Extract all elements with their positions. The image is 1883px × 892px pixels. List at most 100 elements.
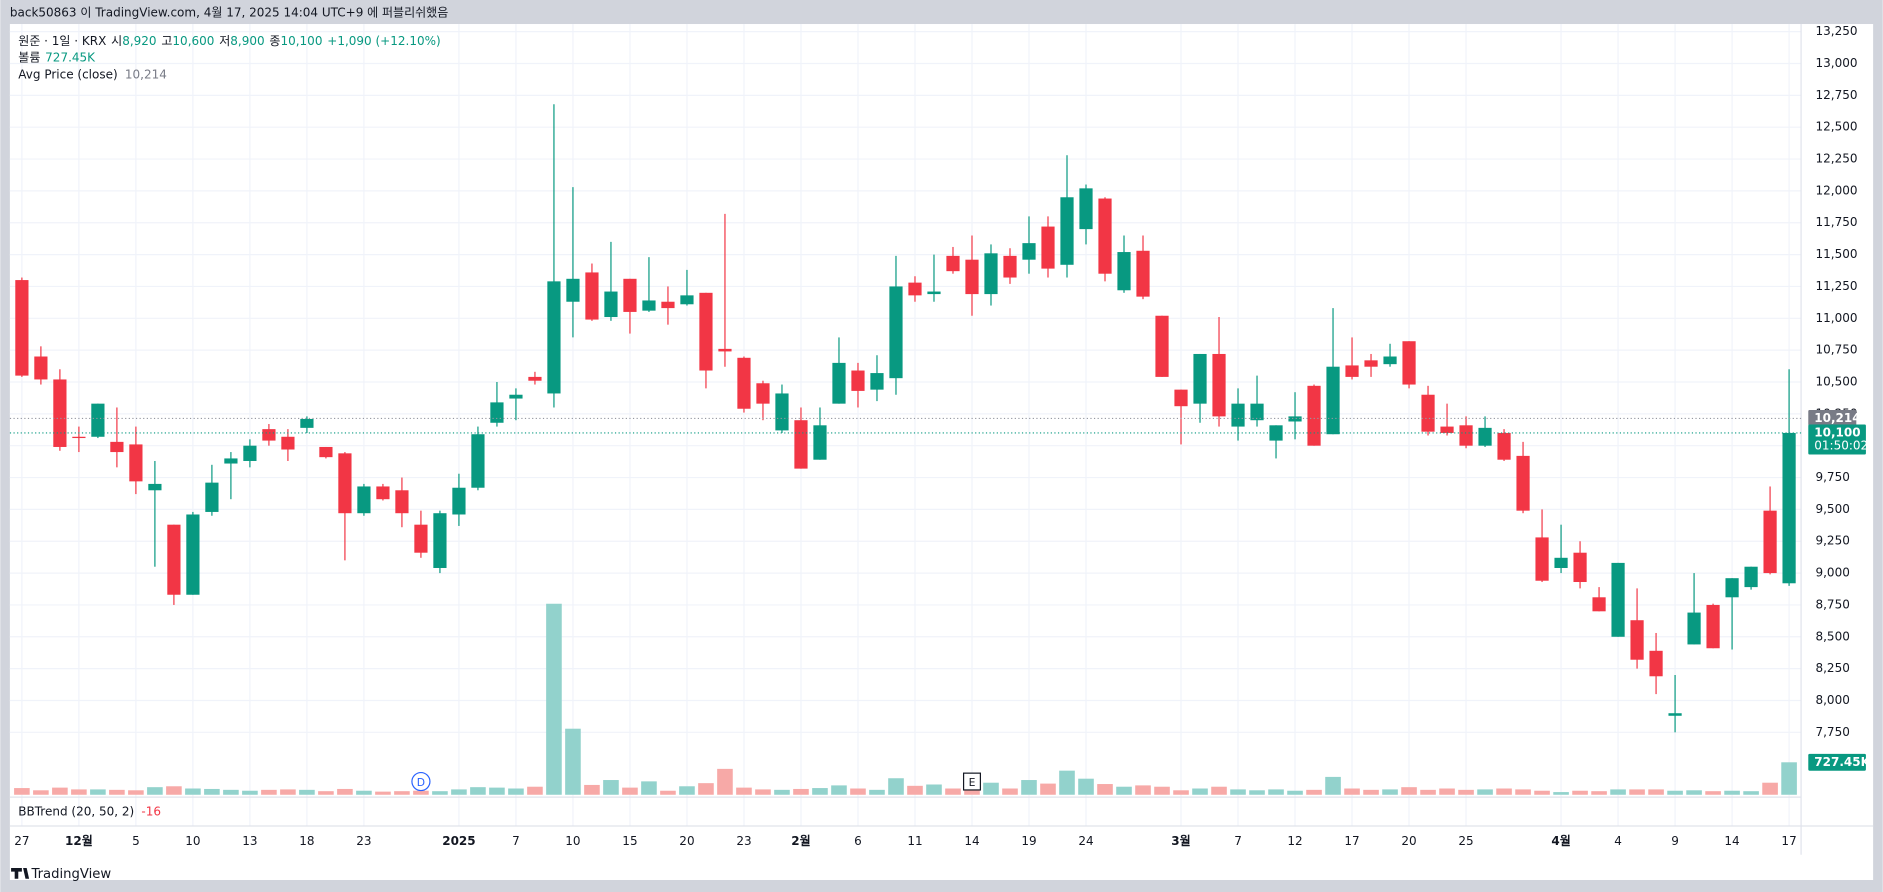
volume-bar	[1249, 790, 1265, 795]
x-tick-label: 3월	[1171, 833, 1190, 848]
volume-bar	[1059, 770, 1075, 795]
volume-bar	[850, 788, 866, 795]
candle-body	[547, 281, 561, 394]
volume-bar	[1192, 788, 1208, 795]
legend-line-3: Avg Price (close) 10,214	[18, 67, 167, 81]
close: 10,100	[280, 33, 322, 47]
x-tick-label: 2월	[791, 833, 810, 848]
high: 10,600	[172, 33, 214, 47]
candle-body	[680, 295, 694, 305]
volume-bar	[641, 781, 657, 795]
x-tick-label: 5	[132, 834, 140, 848]
candle-body	[319, 446, 333, 458]
volume-bar	[1648, 789, 1664, 795]
volume-bar	[1743, 791, 1759, 795]
volume-bar	[1306, 789, 1322, 795]
y-tick-label: 11,750	[1815, 215, 1857, 229]
event-marker	[411, 771, 431, 792]
high-label: 고	[161, 33, 172, 47]
candle-body	[965, 259, 979, 295]
candle-body	[1022, 243, 1036, 260]
candle-body	[775, 393, 789, 431]
candle-body	[338, 453, 352, 514]
candle-body	[1573, 552, 1587, 583]
volume-label: 볼륨	[18, 50, 40, 64]
x-tick-label: 4월	[1551, 833, 1570, 848]
volume-bar	[1021, 780, 1037, 795]
candle-body	[1383, 356, 1397, 365]
x-tick-label: 24	[1078, 834, 1093, 848]
candle-body	[1250, 403, 1264, 421]
candle-body	[433, 513, 447, 568]
volume-bar	[679, 786, 695, 795]
bbtrend-value: -16	[141, 804, 161, 818]
candle-body	[167, 524, 181, 595]
volume-bar	[1420, 789, 1436, 795]
candle-body	[300, 418, 314, 428]
volume-bar	[983, 782, 999, 795]
volume-bar	[1268, 789, 1284, 795]
candle-body	[1307, 385, 1321, 446]
candle-body	[1744, 566, 1758, 588]
volume-bar	[1667, 790, 1683, 795]
volume-bar	[584, 784, 600, 795]
candle-body	[1687, 612, 1701, 645]
y-tick-label: 8,250	[1815, 661, 1849, 675]
candle-body	[1554, 557, 1568, 568]
candle-body	[414, 524, 428, 553]
volume-bar	[1439, 788, 1455, 795]
candle-body	[1459, 425, 1473, 446]
volume-bar	[242, 790, 258, 795]
candle-body	[357, 486, 371, 514]
volume-bar	[337, 788, 353, 795]
volume-bar	[1477, 789, 1493, 795]
x-tick-label: 23	[736, 834, 751, 848]
open: 8,920	[122, 33, 156, 47]
candle-body	[1345, 365, 1359, 377]
publisher: back50863 이 TradingView.com, 4월 17, 2025…	[10, 6, 448, 20]
candle-body	[927, 291, 941, 295]
candle-body	[1098, 198, 1112, 274]
candle-body	[1174, 389, 1188, 407]
volume-bar	[698, 783, 714, 795]
candle-body	[604, 291, 618, 318]
countdown: 01:50:02	[1814, 439, 1868, 453]
candle-body	[509, 394, 523, 399]
candle-body	[908, 282, 922, 296]
x-tick-label: 13	[242, 834, 257, 848]
volume-bar	[52, 787, 68, 795]
volume-bar	[1173, 790, 1189, 795]
candle-body	[1269, 425, 1283, 441]
candle-body	[1535, 537, 1549, 581]
candle-body	[623, 278, 637, 312]
last-price-label: 10,100	[1814, 425, 1860, 439]
candle-body	[72, 436, 86, 439]
volume-bar	[793, 788, 809, 795]
last-price-box	[1808, 424, 1866, 455]
volume-bar	[1116, 786, 1132, 795]
avg-price-box	[1808, 410, 1857, 426]
x-tick-label: 23	[356, 834, 371, 848]
candle-body	[566, 278, 580, 302]
candle-body	[1364, 360, 1378, 367]
volume-bar	[1781, 762, 1797, 795]
volume-bar	[356, 790, 372, 795]
y-tick-label: 8,750	[1815, 597, 1849, 611]
volume-bar	[1724, 790, 1740, 795]
y-tick-label: 10,750	[1815, 343, 1857, 357]
volume-bar	[489, 787, 505, 795]
x-tick-label: 10	[185, 834, 200, 848]
x-tick-label: 15	[622, 834, 637, 848]
volume-bar	[451, 789, 467, 795]
volume-bar	[1572, 790, 1588, 795]
y-tick-label: 8,500	[1815, 629, 1849, 643]
x-tick-label: 6	[854, 834, 862, 848]
volume-bar	[1287, 790, 1303, 795]
candle-body	[1212, 353, 1226, 417]
candle-body	[376, 486, 390, 500]
volume-bar	[603, 780, 619, 795]
volume-bar	[166, 786, 182, 795]
candle-body	[1402, 341, 1416, 385]
volume-bar	[508, 788, 524, 795]
y-tick-label: 10,500	[1815, 374, 1857, 388]
